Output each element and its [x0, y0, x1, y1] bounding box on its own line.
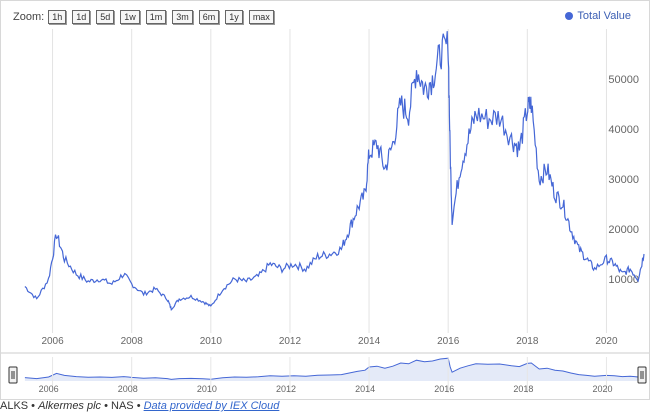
zoom-button-1h[interactable]: 1h	[48, 10, 67, 24]
chart-frame: Zoom: 1h 1d 5d 1w 1m 3m 6m 1y max Total …	[0, 0, 650, 400]
zoom-button-1m[interactable]: 1m	[145, 10, 167, 24]
y-tick-label-20000: 20000	[608, 224, 639, 236]
zoom-button-6m[interactable]: 6m	[198, 10, 220, 24]
data-source-footer: ALKS • Alkermes plc • NAS • Data provide…	[0, 400, 279, 412]
x-axis-labels: 2006 2008 2010 2012 2014 2016 2018 2020	[41, 336, 618, 347]
zoom-button-1y[interactable]: 1y	[225, 10, 243, 24]
navigator-tick-label-2010: 2010	[197, 384, 217, 394]
zoom-toolbar: Zoom: 1h 1d 5d 1w 1m 3m 6m 1y max	[13, 10, 280, 24]
ticker-prefix: ALKS •	[0, 400, 39, 412]
navigator-tick-label-2008: 2008	[118, 384, 138, 394]
zoom-button-max[interactable]: max	[248, 10, 274, 24]
navigator-handle-right[interactable]	[637, 366, 647, 384]
y-tick-label-40000: 40000	[608, 124, 639, 136]
navigator-handle-left[interactable]	[8, 366, 18, 384]
y-tick-label-10000: 10000	[608, 274, 639, 286]
navigator-tick-label-2006: 2006	[39, 384, 59, 394]
legend-dot-icon	[565, 12, 574, 20]
navigator-tick-label-2014: 2014	[355, 384, 375, 394]
zoom-button-3m[interactable]: 3m	[172, 10, 193, 24]
navigator-area[interactable]	[24, 358, 644, 381]
zoom-button-1w[interactable]: 1w	[120, 10, 140, 24]
x-tick-label-2010: 2010	[200, 336, 223, 347]
y-axis-labels: 10000 20000 30000 40000 50000	[608, 74, 639, 286]
series-line-total-value	[24, 31, 645, 312]
x-tick-label-2020: 2020	[595, 336, 618, 347]
x-tick-label-2014: 2014	[358, 336, 381, 347]
x-tick-label-2016: 2016	[437, 336, 460, 347]
navigator-tick-label-2016: 2016	[434, 384, 454, 394]
navigator-line	[24, 357, 645, 380]
navigator-tick-label-2018: 2018	[513, 384, 533, 394]
legend-label: Total Value	[577, 10, 631, 22]
iex-cloud-link[interactable]: Data provided by IEX Cloud	[143, 400, 280, 412]
y-tick-label-30000: 30000	[608, 174, 639, 186]
navigator-axis-labels: 2006 2008 2010 2012 2014 2016 2018 2020	[39, 357, 612, 394]
company-name: Alkermes plc	[38, 400, 102, 412]
x-tick-label-2018: 2018	[516, 336, 539, 347]
exchange-text: • NAS •	[101, 400, 144, 412]
zoom-button-1d[interactable]: 1d	[72, 10, 91, 24]
x-tick-label-2006: 2006	[41, 336, 64, 347]
x-tick-label-2012: 2012	[279, 336, 302, 347]
zoom-label: Zoom:	[13, 11, 45, 23]
navigator-tick-label-2012: 2012	[276, 384, 296, 394]
y-tick-label-50000: 50000	[608, 74, 639, 86]
navigator-tick-label-2020: 2020	[592, 384, 612, 394]
zoom-button-5d[interactable]: 5d	[96, 10, 115, 24]
x-tick-label-2008: 2008	[121, 336, 144, 347]
legend-item-total-value[interactable]: Total Value	[565, 10, 631, 22]
